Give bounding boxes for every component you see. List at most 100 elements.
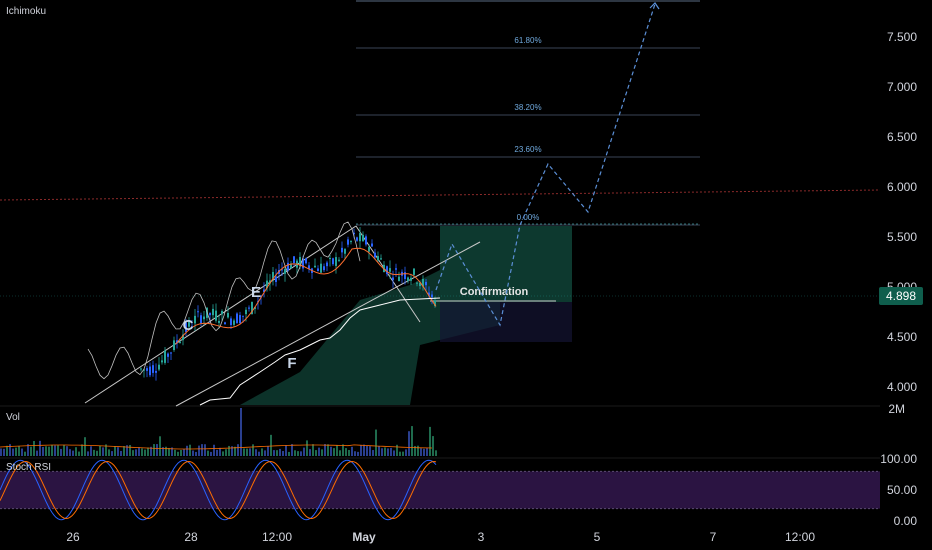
volume-bar xyxy=(96,450,98,456)
stoch-pane-title: Stoch RSI xyxy=(6,462,52,473)
volume-bar xyxy=(219,447,221,456)
wave-label: E xyxy=(251,284,261,301)
volume-bar xyxy=(321,449,323,456)
volume-bar xyxy=(393,450,395,456)
volume-bar xyxy=(375,429,377,456)
candle-body xyxy=(269,280,271,284)
volume-bar xyxy=(27,444,29,456)
price-tick-label: 4.500 xyxy=(887,330,917,344)
candle-body xyxy=(140,368,142,370)
candle-body xyxy=(182,334,184,341)
volume-bar xyxy=(348,449,350,456)
candle-body xyxy=(386,266,388,275)
candle-body xyxy=(362,234,364,242)
volume-bar xyxy=(336,445,338,456)
volume-bar xyxy=(273,450,275,456)
volume-bar xyxy=(102,447,104,456)
candle-body xyxy=(356,237,358,241)
stoch-tick-label: 0.00 xyxy=(894,514,918,528)
candle-body xyxy=(155,370,157,373)
volume-bar xyxy=(213,444,215,456)
stoch-rsi xyxy=(0,459,880,521)
candle-body xyxy=(287,262,289,271)
candle-body xyxy=(329,257,331,259)
time-tick-label: 5 xyxy=(594,530,601,544)
volume-bar xyxy=(282,451,284,456)
candle-body xyxy=(158,364,160,370)
time-tick-label: 3 xyxy=(478,530,485,544)
volume-bar xyxy=(138,447,140,456)
volume-bar xyxy=(408,431,410,456)
volume-bar xyxy=(129,444,131,456)
candle-body xyxy=(335,257,337,266)
candle-body xyxy=(221,311,223,315)
candle-body xyxy=(167,353,169,357)
volume-bar xyxy=(21,448,23,456)
volume-bar xyxy=(414,445,416,456)
volume-bar xyxy=(231,446,233,456)
volume-bar xyxy=(147,447,149,456)
candle-body xyxy=(251,302,253,315)
volume-bar xyxy=(294,450,296,456)
grid xyxy=(0,189,881,459)
volume-bar xyxy=(177,451,179,456)
candle-body xyxy=(233,320,235,325)
volume-bar xyxy=(327,444,329,456)
confirmation-label: Confirmation xyxy=(460,286,529,298)
candle-body xyxy=(302,258,304,269)
volume-bar xyxy=(240,408,242,456)
volume-bar xyxy=(261,448,263,456)
candle-body xyxy=(197,311,199,313)
volume-bar xyxy=(297,451,299,456)
volume-bar xyxy=(69,449,71,456)
candle-body xyxy=(434,300,436,306)
volume-bar xyxy=(51,444,53,456)
candle-body xyxy=(320,263,322,273)
volume-bar xyxy=(264,450,266,456)
volume-bar xyxy=(420,448,422,456)
volume-bar xyxy=(117,447,119,456)
time-tick-label: 26 xyxy=(66,530,80,544)
volume-bar xyxy=(81,444,83,456)
volume-bar xyxy=(243,448,245,456)
candle-body xyxy=(248,307,250,309)
volume-bar xyxy=(57,445,59,456)
volume-bar xyxy=(330,446,332,456)
candle-body xyxy=(164,350,166,363)
candle-body xyxy=(272,272,274,279)
volume-bar xyxy=(345,448,347,456)
volume-bar xyxy=(6,445,8,456)
volume-bar xyxy=(270,434,272,456)
candle-body xyxy=(185,322,187,333)
volume-bar xyxy=(291,444,293,456)
main-pane-title: Ichimoku xyxy=(6,6,47,17)
volume-bar xyxy=(237,444,239,456)
volume-bar xyxy=(39,440,41,456)
candle-body xyxy=(284,269,286,274)
candle-body xyxy=(368,247,370,252)
price-tick-label: 6.500 xyxy=(887,130,917,144)
volume-bar xyxy=(228,445,230,456)
volume-bar xyxy=(432,436,434,456)
volume-bar xyxy=(24,451,26,456)
price-tick-label: 7.000 xyxy=(887,80,917,94)
volume-bar xyxy=(174,449,176,456)
projection-dashed-path xyxy=(435,3,656,327)
price-tick-label: 5.500 xyxy=(887,230,917,244)
fib-level-label: 23.60% xyxy=(514,145,541,154)
candle-body xyxy=(239,315,241,324)
candle-body xyxy=(389,268,391,272)
candle-body xyxy=(350,241,352,243)
volume-bar xyxy=(225,449,227,456)
volume-bar xyxy=(9,444,11,456)
projection-path[interactable] xyxy=(435,2,660,327)
candle-body xyxy=(314,265,316,268)
volume-bar xyxy=(267,446,269,456)
volume-bar xyxy=(165,446,167,456)
chikou-span xyxy=(87,221,361,380)
volume-bar xyxy=(372,450,374,456)
volume-bar xyxy=(159,436,161,456)
volume-bar xyxy=(75,447,77,456)
fibonacci-retracement[interactable]: 0.00% 23.60% 38.20% 61.80% xyxy=(356,0,700,226)
